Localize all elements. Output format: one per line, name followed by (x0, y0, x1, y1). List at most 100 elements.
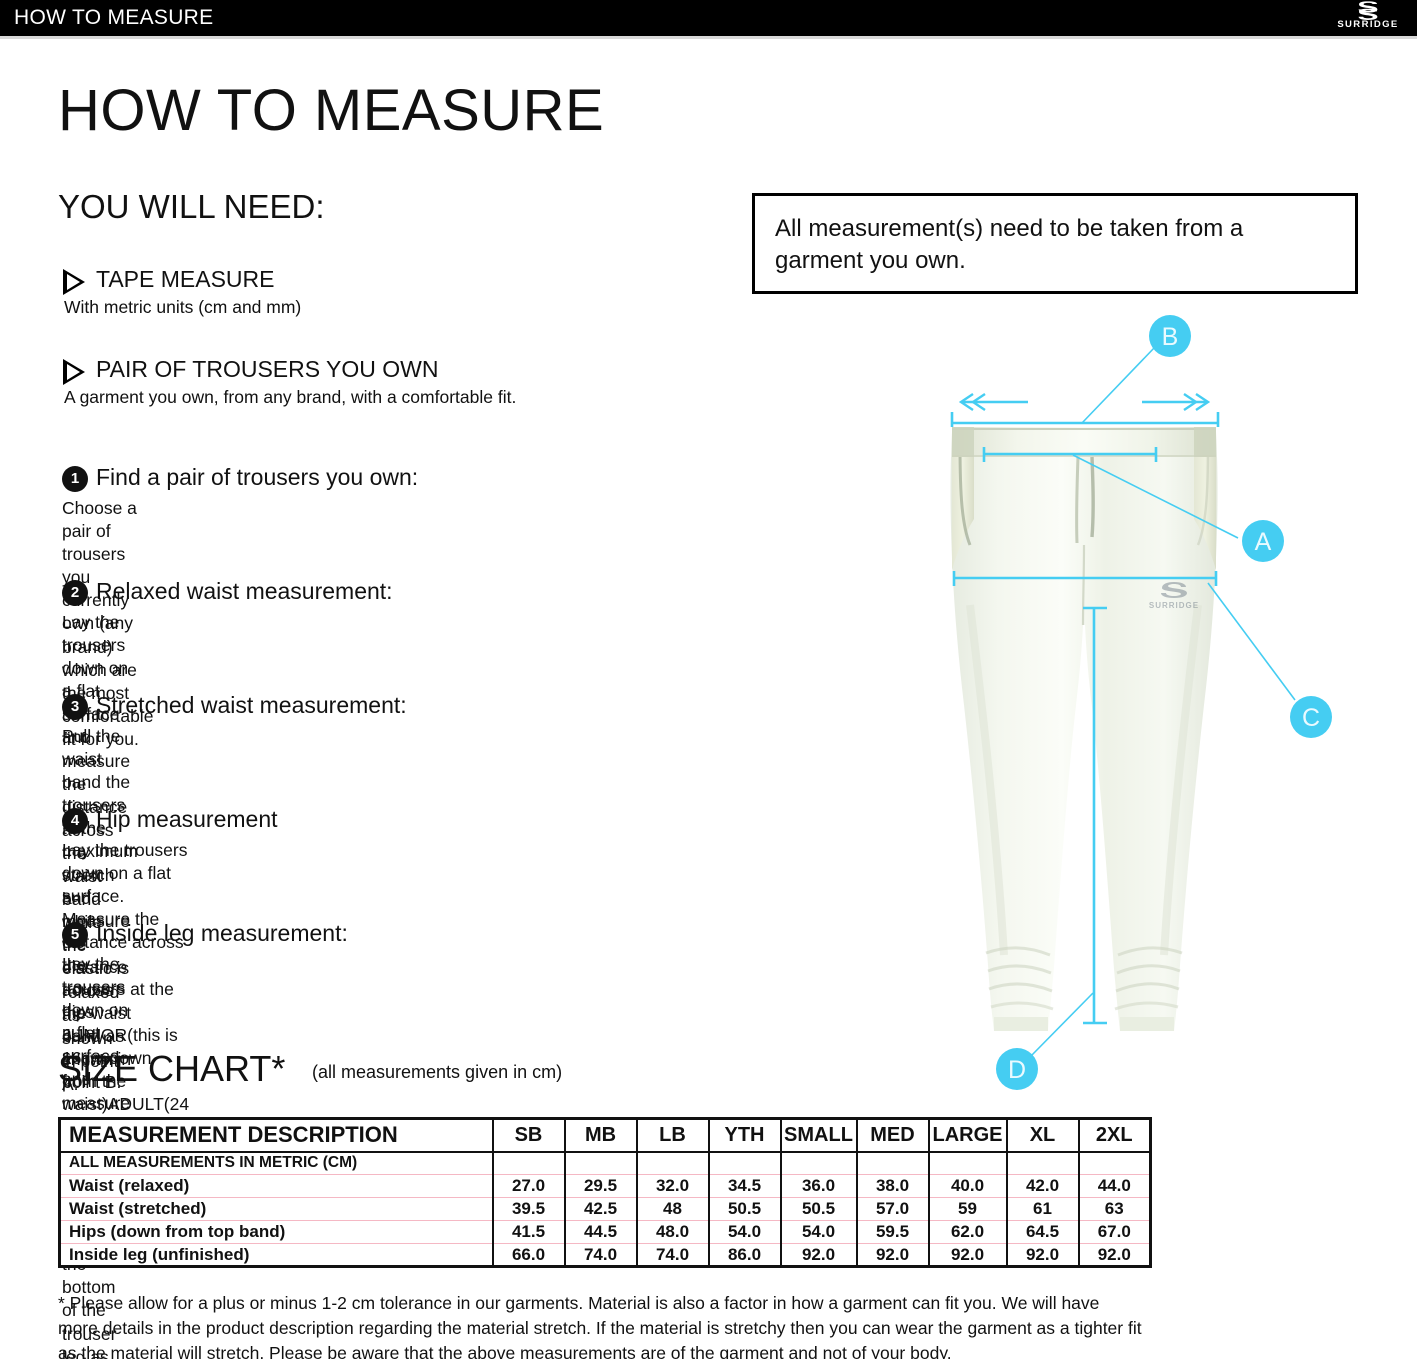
cell-value: 63 (1077, 1197, 1152, 1221)
cell-value: 29.5 (563, 1174, 638, 1198)
annotation-c-hip: C (952, 571, 1332, 738)
annotation-a-relaxed-waist: A (982, 447, 1284, 562)
triangle-bullet-inner-icon (67, 274, 80, 290)
cell-value: 59.5 (855, 1220, 930, 1244)
callout-text: All measurement(s) need to be taken from… (775, 215, 1244, 274)
cell-value: 38.0 (855, 1174, 930, 1198)
right-leg-shadow (1160, 604, 1202, 956)
waistband-left-tab (952, 427, 974, 457)
brand-logo: SURRIDGE (1331, 1, 1405, 35)
left-ankle-gathers (985, 946, 1054, 1011)
size-chart-note: (all measurements given in cm) (312, 1062, 563, 1082)
step-title: Relaxed waist measurement: (96, 578, 393, 604)
cell-value: 92.0 (1005, 1243, 1080, 1267)
cell-value: 54.0 (779, 1220, 858, 1244)
marker-a-label: A (1255, 528, 1272, 556)
step-number-badge: 3 (62, 694, 88, 720)
cell-value: 48 (635, 1197, 710, 1221)
size-chart-table-wrapper: MEASUREMENT DESCRIPTION SB MB LB YTH SMA… (58, 1117, 1152, 1268)
table-row: Waist (stretched) 39.5 42.5 48 50.5 50.5… (58, 1197, 1152, 1221)
metric-note-blank (635, 1151, 710, 1175)
trouser-illustration: SURRIDGE (950, 427, 1218, 1031)
cell-value: 92.0 (779, 1243, 858, 1267)
cell-value: 48.0 (635, 1220, 710, 1244)
top-bar-title: HOW TO MEASURE (14, 6, 214, 29)
cell-value: 44.0 (1077, 1174, 1152, 1198)
front-seam (1081, 544, 1086, 626)
row-label: Waist (stretched) (58, 1197, 494, 1221)
marker-b-circle (1149, 315, 1191, 357)
marker-c-label: C (1302, 704, 1320, 732)
marker-c-circle (1290, 696, 1332, 738)
step-body: Pull the waist band the trousers to the … (62, 726, 138, 1093)
table-row: Hips (down from top band) 41.5 44.5 48.0… (58, 1220, 1152, 1244)
left-cuff (994, 1017, 1048, 1031)
right-side-panel (1194, 432, 1216, 570)
cell-value: 92.0 (1077, 1243, 1152, 1267)
footnote-text: * Please allow for a plus or minus 1-2 c… (58, 1293, 1142, 1359)
cell-value: 67.0 (1077, 1220, 1152, 1244)
row-label: Waist (relaxed) (58, 1174, 494, 1198)
annotation-d-inside-leg: D (996, 606, 1107, 1090)
cell-value: 40.0 (927, 1174, 1008, 1198)
waistband-right-tab (1194, 427, 1216, 457)
need-item-sub: A garment you own, from any brand, with … (64, 387, 517, 407)
marker-a-circle (1242, 520, 1284, 562)
step-title: Stretched waist measurement: (96, 692, 407, 718)
metric-note-label: ALL MEASUREMENTS IN METRIC (CM) (58, 1151, 494, 1175)
cell-value: 36.0 (779, 1174, 858, 1198)
marker-d-label: D (1008, 1056, 1026, 1084)
column-header-large: LARGE (927, 1118, 1008, 1153)
column-header-description: MEASUREMENT DESCRIPTION (58, 1118, 494, 1153)
metric-note-blank (1005, 1151, 1080, 1175)
marker-d-circle (996, 1048, 1038, 1090)
marker-b-label: B (1162, 323, 1179, 351)
step-title: Inside leg measurement: (96, 920, 348, 946)
triangle-bullet-inner-icon (67, 364, 80, 380)
step-number-badge: 1 (62, 466, 88, 492)
waistband (952, 427, 1216, 457)
cell-value: 92.0 (855, 1243, 930, 1267)
step-number-badge: 2 (62, 580, 88, 606)
right-cuff (1120, 1017, 1174, 1031)
cell-value: 61 (1005, 1197, 1080, 1221)
cell-value: 54.0 (707, 1220, 782, 1244)
brand-wordmark: SURRIDGE (1337, 19, 1399, 30)
cell-value: 50.5 (707, 1197, 782, 1221)
column-header-sb: SB (491, 1118, 566, 1153)
metric-note-blank (927, 1151, 1008, 1175)
need-item-label: PAIR OF TROUSERS YOU OWN (96, 356, 439, 382)
cell-value: 86.0 (707, 1243, 782, 1267)
garment-brand-print: SURRIDGE (1149, 582, 1199, 610)
cell-value: 50.5 (779, 1197, 858, 1221)
metric-note-blank (563, 1151, 638, 1175)
drawcord-left (1075, 456, 1080, 544)
right-ankle-gathers (1114, 946, 1183, 1011)
step-number-badge: 5 (62, 922, 88, 948)
cell-value: 74.0 (563, 1243, 638, 1267)
size-chart-title: SIZE CHART* (58, 1048, 286, 1089)
row-label: Hips (down from top band) (58, 1220, 494, 1244)
column-header-small: SMALL (779, 1118, 858, 1153)
svg-text:SURRIDGE: SURRIDGE (1149, 601, 1199, 610)
column-header-2xl: 2XL (1077, 1118, 1152, 1153)
step-number-badge: 4 (62, 808, 88, 834)
cell-value: 39.5 (491, 1197, 566, 1221)
metric-note-blank (855, 1151, 930, 1175)
cell-value: 92.0 (927, 1243, 1008, 1267)
need-item-sub: With metric units (cm and mm) (64, 297, 302, 317)
size-chart-table: MEASUREMENT DESCRIPTION SB MB LB YTH SMA… (58, 1117, 1152, 1268)
cell-value: 34.5 (707, 1174, 782, 1198)
cell-value: 42.5 (563, 1197, 638, 1221)
cell-value: 74.0 (635, 1243, 710, 1267)
you-will-need-heading: YOU WILL NEED: (58, 188, 325, 225)
cell-value: 57.0 (855, 1197, 930, 1221)
metric-note-blank (779, 1151, 858, 1175)
s-monogram-icon (1358, 1, 1378, 20)
cell-value: 64.5 (1005, 1220, 1080, 1244)
column-header-lb: LB (635, 1118, 710, 1153)
trouser-measurement-diagram: SURRIDGE B (930, 305, 1370, 1095)
cell-value: 44.5 (563, 1220, 638, 1244)
cell-value: 59 (927, 1197, 1008, 1221)
drawcord-right (1090, 456, 1095, 538)
